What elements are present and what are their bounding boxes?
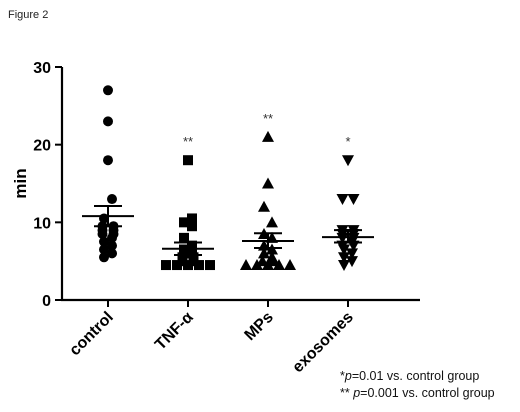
point-0-3 — [107, 194, 117, 205]
point-1-13 — [172, 260, 182, 271]
note-1: *p=0.01 vs. control group — [340, 368, 495, 385]
y-tick-label-0: 0 — [42, 293, 51, 310]
point-2-2 — [258, 200, 270, 212]
point-1-3 — [187, 221, 197, 232]
point-2-10 — [256, 255, 269, 267]
point-2-0 — [262, 130, 274, 142]
point-0-11 — [107, 232, 117, 243]
note-2-p: p — [353, 386, 361, 400]
figure-label: Figure 2 — [8, 9, 49, 21]
point-1-0 — [183, 155, 193, 166]
note-2-text: =0.001 vs. control group — [360, 386, 495, 400]
point-1-15 — [194, 260, 204, 271]
significance-3: * — [345, 134, 350, 149]
point-3-2 — [347, 194, 360, 206]
point-2-15 — [273, 259, 285, 271]
point-2-7 — [266, 243, 278, 255]
point-1-16 — [205, 260, 215, 271]
point-3-15 — [346, 256, 358, 268]
point-3-1 — [336, 194, 349, 206]
point-1-10 — [177, 256, 188, 267]
point-0-12 — [99, 236, 109, 247]
point-2-16 — [284, 259, 296, 271]
significance-2: ** — [263, 111, 273, 126]
y-axis-label: min — [11, 168, 30, 198]
point-1-5 — [187, 240, 197, 251]
y-tick-label-20: 20 — [33, 138, 51, 155]
note-2-stars: ** — [340, 386, 350, 400]
point-3-7 — [336, 232, 349, 244]
point-2-12 — [240, 259, 252, 271]
point-0-15 — [107, 248, 117, 259]
point-1-4 — [179, 232, 189, 243]
point-0-1 — [103, 116, 113, 127]
y-tick-label-30: 30 — [33, 60, 51, 77]
point-2-1 — [262, 177, 274, 189]
point-1-2 — [179, 217, 189, 228]
x-tick-label-1: TNF-α — [152, 309, 197, 354]
point-0-2 — [103, 155, 113, 166]
point-0-9 — [97, 228, 108, 239]
note-1-text: =0.01 vs. control group — [351, 369, 480, 383]
note-1-p: p — [344, 369, 352, 383]
point-3-13 — [346, 248, 358, 260]
note-2: ** p=0.001 vs. control group — [340, 385, 495, 402]
point-3-14 — [338, 252, 350, 264]
point-3-0 — [342, 155, 354, 167]
point-1-11 — [188, 256, 199, 267]
y-tick-label-10: 10 — [33, 215, 51, 232]
point-1-14 — [183, 260, 193, 271]
note-1-stars: * — [340, 369, 345, 383]
point-1-12 — [161, 260, 171, 271]
point-2-14 — [262, 259, 274, 271]
point-2-13 — [251, 259, 263, 271]
point-0-16 — [99, 252, 109, 263]
significance-1: ** — [183, 134, 193, 149]
point-3-16 — [338, 260, 350, 272]
point-3-12 — [338, 244, 350, 256]
significance-notes: *p=0.01 vs. control group ** p=0.001 vs.… — [340, 368, 495, 402]
point-0-13 — [107, 240, 117, 251]
point-0-14 — [99, 244, 109, 255]
point-2-8 — [258, 247, 270, 259]
point-2-11 — [267, 255, 280, 267]
x-tick-label-3: exosomes — [289, 309, 356, 376]
point-1-1 — [187, 213, 197, 224]
x-tick-label-2: MPs — [242, 309, 277, 344]
x-tick-label-0: control — [66, 309, 116, 359]
point-2-3 — [266, 216, 278, 228]
point-0-0 — [103, 85, 113, 96]
